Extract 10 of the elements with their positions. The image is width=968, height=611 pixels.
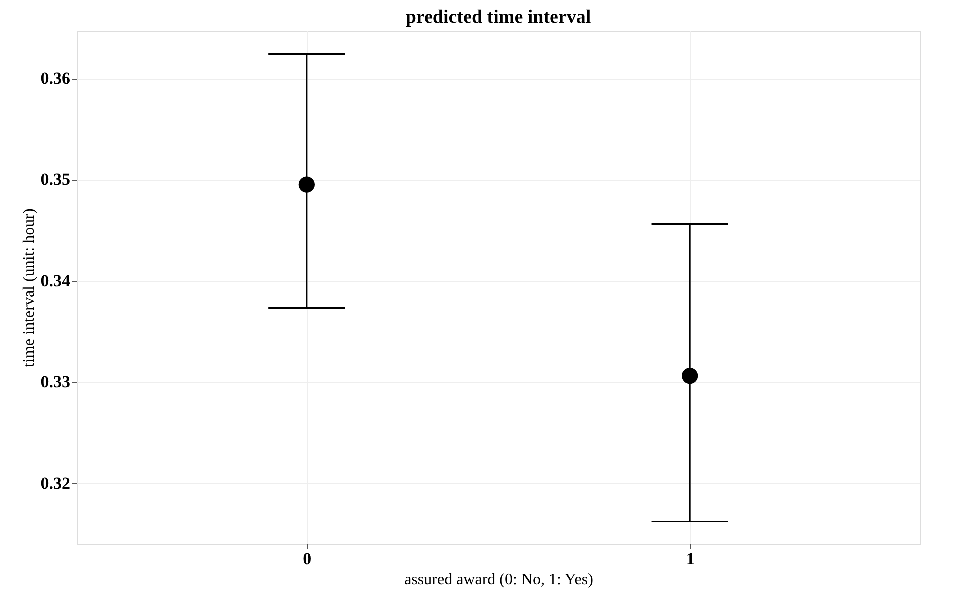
y-tick-label: 0.32 xyxy=(40,474,70,493)
y-tick-label: 0.36 xyxy=(40,69,70,88)
x-tick-label: 1 xyxy=(686,550,695,568)
chart-title: predicted time interval xyxy=(406,7,592,28)
y-tick-label: 0.33 xyxy=(40,372,70,392)
x-axis-title: assured award (0: No, 1: Yes) xyxy=(404,572,594,588)
y-tick-label: 0.34 xyxy=(40,271,71,290)
x-tick-label: 0 xyxy=(303,550,312,568)
y-tick-label: 0.35 xyxy=(40,170,70,190)
y-axis-title: time interval (unit: hour) xyxy=(20,208,38,368)
